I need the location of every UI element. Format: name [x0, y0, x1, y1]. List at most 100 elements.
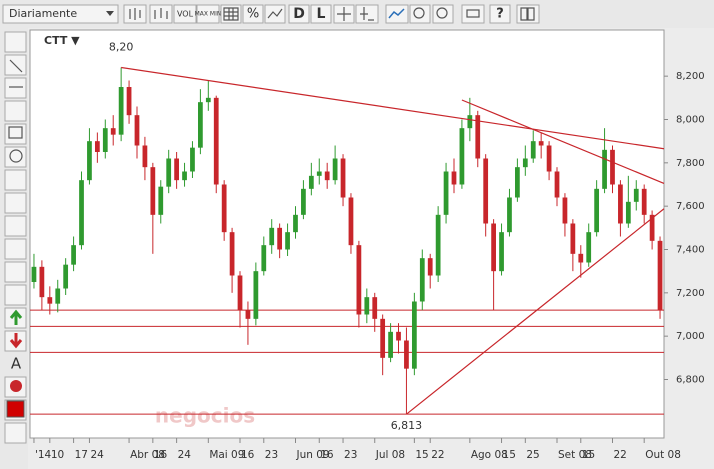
chart-title: CTT ▼: [44, 34, 80, 47]
x-tick-label: 16: [241, 449, 255, 461]
y-tick-label: 7,800: [676, 158, 705, 169]
candle-body: [507, 197, 512, 233]
tool-button[interactable]: [4, 31, 27, 53]
maxmin-button[interactable]: [196, 4, 220, 24]
y-tick-label: 7,200: [676, 288, 705, 299]
x-tick-label: 15: [415, 449, 428, 461]
x-tick-label: Ago 08: [471, 449, 508, 461]
l-button[interactable]: [310, 4, 332, 24]
candle-body: [229, 232, 235, 276]
candle-body: [396, 331, 401, 341]
tool-button[interactable]: [4, 215, 27, 237]
candle-body: [308, 175, 314, 189]
crosshair-icon: [337, 7, 351, 21]
annotation: 8,20: [109, 41, 134, 54]
candle-body: [198, 102, 203, 148]
x-tick-label: 22: [613, 449, 626, 461]
candle-body: [610, 149, 615, 185]
y-tick-label: 7,600: [676, 201, 705, 212]
zoom-in-icon: [436, 7, 448, 19]
tool-button[interactable]: [4, 284, 27, 306]
candle-body: [340, 158, 346, 198]
x-tick-label: 25: [526, 449, 539, 461]
candle-body: [348, 197, 354, 246]
candle-body: [649, 214, 655, 241]
candle-body: [285, 232, 290, 250]
candle-body: [594, 188, 600, 233]
bar-icon: [154, 8, 168, 19]
maxmin-label: MAX MIN: [195, 11, 222, 18]
candle-body: [388, 331, 393, 358]
trend-line: [461, 99, 665, 184]
candle-body: [570, 223, 576, 254]
x-tick-label: 17: [75, 449, 88, 461]
candle-body: [499, 232, 504, 272]
candle-body: [546, 145, 552, 172]
candle-body: [491, 223, 496, 272]
plot-area: [29, 29, 665, 439]
help-button[interactable]: [489, 4, 511, 24]
candle-body: [530, 141, 536, 159]
period-select[interactable]: [2, 4, 119, 24]
trend-line: [406, 208, 665, 415]
tool-icon: [9, 333, 23, 349]
candle-icon: [129, 8, 141, 20]
candle-body: [602, 149, 607, 189]
percent-button[interactable]: [242, 4, 264, 24]
book-icon: [520, 7, 535, 21]
tool-button[interactable]: [4, 422, 27, 444]
dropdown-arrow: [106, 11, 114, 16]
y-tick-label: 6,800: [676, 375, 705, 386]
candle-body: [63, 264, 69, 289]
tool-button[interactable]: [4, 192, 27, 214]
x-tick-label: 15: [582, 449, 595, 461]
x-tick-label: Jun 09: [295, 449, 329, 461]
candle-body: [435, 214, 441, 276]
left-tools: [4, 31, 27, 444]
candle-body: [190, 147, 195, 172]
candle-body: [134, 115, 140, 146]
candle-body: [55, 288, 61, 304]
candle-body: [126, 87, 132, 116]
candle-body: [625, 201, 631, 224]
candle-body: [419, 258, 425, 302]
x-tick-label: Set 08: [558, 449, 592, 461]
x-tick-label: 15: [503, 449, 516, 461]
candle-body: [356, 245, 362, 315]
print-button[interactable]: [461, 4, 485, 24]
candle-body: [443, 171, 449, 215]
candle-body: [451, 171, 457, 185]
candle-body: [586, 232, 592, 263]
d-button[interactable]: [288, 4, 310, 24]
candle-body: [102, 128, 108, 152]
text-tool[interactable]: A: [11, 355, 22, 373]
tool-button[interactable]: [4, 100, 27, 122]
tool-icon: [9, 309, 23, 325]
vol-label: VOL: [177, 10, 194, 19]
candle-body: [277, 227, 283, 250]
candle-body: [79, 180, 84, 246]
tool-button[interactable]: [4, 169, 27, 191]
candle-body: [380, 318, 386, 358]
candle-body: [253, 271, 259, 319]
color-swatch: [6, 400, 25, 418]
candle-body: [411, 301, 417, 369]
tool-button[interactable]: [4, 77, 27, 99]
candle-body: [87, 141, 92, 181]
candle-body: [205, 97, 211, 103]
x-tick-label: Abr 08: [130, 449, 165, 461]
candle-body: [332, 158, 338, 181]
x-tick-label: 16: [154, 449, 168, 461]
vol-button[interactable]: [173, 4, 197, 24]
candle-body: [554, 171, 560, 198]
tool-icon: [9, 149, 23, 163]
tool-button[interactable]: [4, 238, 27, 260]
candle-body: [182, 171, 187, 181]
tool-button[interactable]: [4, 123, 27, 145]
candle-body: [118, 87, 124, 135]
tool-button[interactable]: [4, 261, 27, 283]
candle-body: [237, 275, 243, 311]
grid-button[interactable]: [220, 4, 242, 24]
x-tick-label: 22: [431, 449, 444, 461]
